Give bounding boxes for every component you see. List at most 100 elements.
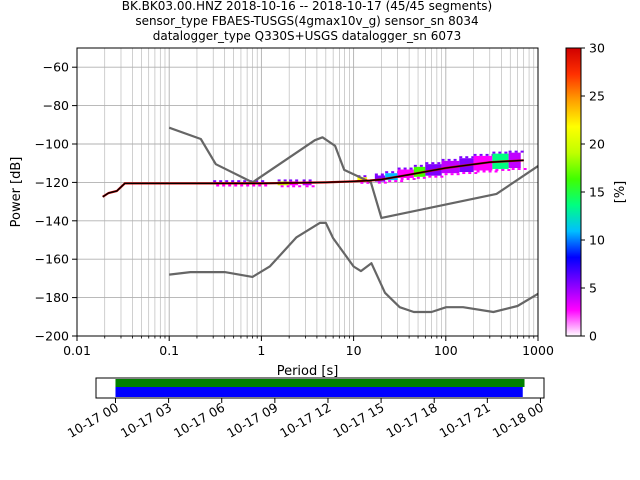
ppsd-band-edge [495,168,499,171]
ppsd-band-edge [222,184,226,187]
ppsd-band-edge [413,164,417,167]
ppsd-band-edge [453,158,457,161]
ppsd-band-edge [311,185,315,188]
colorbar-tick-label: 5 [589,281,597,296]
y-tick-label: −120 [35,175,69,190]
ppsd-band-edge [459,156,463,159]
ppsd-band-edge [471,156,475,159]
ppsd-band-edge [456,173,460,176]
ppsd-band-edge [360,181,364,184]
ppsd-band-edge [422,176,426,179]
ppsd-band-edge [476,170,480,173]
ppsd-band-edge [479,153,483,156]
ppsd-band-edge [504,151,508,154]
ppsd-band-edge [485,153,489,156]
ppsd-band-edge [228,184,232,187]
ppsd-band-edge [363,175,367,178]
ppsd-band-edge [388,180,392,183]
ppsd-band-edge [517,168,521,170]
ppsd-band-edge [298,185,302,188]
ppsd-band-edge [380,173,384,176]
x-tick-label: 100 [434,343,458,358]
ppsd-band-edge [225,180,229,183]
ppsd-band-edge [261,180,265,183]
timeline-frame [95,377,545,399]
ppsd-band-edge [403,167,407,170]
y-tick-label: −100 [35,137,69,152]
timeline-tick-label: 10-17 03 [118,400,174,441]
ppsd-band-edge [494,170,498,173]
ppsd-band-edge [277,179,281,182]
ppsd-band-edge [308,179,312,182]
timeline-tick-label: 10-18 00 [490,400,546,441]
x-tick-label: 1 [257,343,265,358]
ppsd-band-edge [216,184,220,187]
ppsd-band-edge [237,180,241,183]
colorbar-tick-label: 25 [589,89,605,104]
ppsd-band-edge [409,167,413,170]
plot-area [77,48,538,336]
timeline-segment-bar [115,387,523,397]
y-tick-label: −80 [43,98,69,113]
x-tick-label: 0.01 [63,343,91,358]
colorbar [565,47,582,337]
ppsd-band-edge [406,177,410,180]
colorbar-tick-label: 10 [589,233,605,248]
ppsd-band-edge [383,181,387,184]
y-tick-label: −160 [35,252,69,267]
timeline-tick-label: 10-17 06 [171,400,227,441]
y-tick-label: −200 [35,329,69,344]
plot-frame [76,47,539,337]
timeline-tick-label: 10-17 00 [65,400,121,441]
x-axis-label: Period [s] [277,364,339,379]
ppsd-band-edge [465,156,469,159]
ppsd-band-edge [289,179,293,182]
title-line-3: datalogger_type Q330S+USGS datalogger_sn… [153,29,462,43]
ppsd-band-edge [219,180,223,183]
ppsd-band-edge [428,175,432,178]
ppsd-band-edge [498,151,502,154]
ppsd-band-edge [286,185,290,188]
ppsd-band-edge [264,184,268,187]
ppsd-band-edge [366,181,370,184]
ppsd-band-edge [473,153,477,156]
ppsd-band-edge [374,173,378,176]
ppsd-band-edge [234,184,238,187]
ppsd-band-edge [292,185,296,188]
timeline-tick-label: 10-17 18 [384,400,440,441]
ppsd-band-edge [400,180,404,183]
ppsd-band-edge [258,184,262,187]
ppsd-band-edge [488,170,492,173]
ppsd-band-edge [440,175,444,178]
ppsd-band-edge [394,180,398,183]
y-tick-label: −140 [35,213,69,228]
timeline-coverage-bar [115,379,525,387]
ppsd-band-edge [507,168,511,171]
ppsd-band-edge [447,158,451,161]
x-tick-label: 0.1 [159,343,179,358]
ppsd-band [397,169,414,178]
mean-line [102,159,524,198]
ppsd-band-edge [482,170,486,173]
ppsd-band-edge [255,180,259,183]
nlnm-line [169,221,539,314]
y-tick-label: −60 [43,60,69,75]
ppsd-band-edge [511,168,515,170]
ppsd-band-edge [280,185,284,188]
ppsd-band-edge [231,180,235,183]
ppsd-band-edge [462,172,466,175]
ppsd-band-edge [385,171,389,174]
ppsd-band-edge [468,172,472,175]
ppsd-band-edge [305,185,309,188]
colorbar-tick-label: 15 [589,185,605,200]
ppsd-band-edge [514,150,518,153]
ppsd-band-edge [523,168,527,170]
ppsd-band-edge [213,180,217,183]
ppsd-band-edge [246,184,250,187]
ppsd-band-edge [501,168,505,171]
ppsd-band-edge [444,173,448,176]
ppsd-band-edge [391,171,395,174]
ppsd-band-edge [437,162,441,165]
timeline-tick-label: 10-17 12 [277,400,333,441]
